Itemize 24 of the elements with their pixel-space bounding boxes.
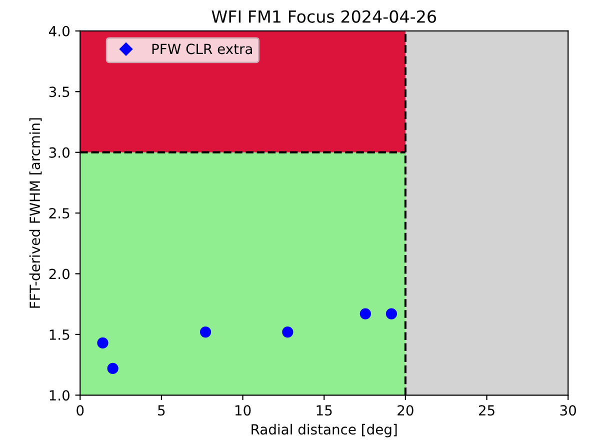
y-tick-label: 2.5 — [49, 208, 70, 219]
x-tick-label: 5 — [158, 405, 165, 416]
x-tick-label: 25 — [478, 405, 494, 416]
legend-label: PFW CLR extra — [152, 44, 252, 54]
chart-title: WFI FM1 Focus 2024-04-26 — [212, 10, 436, 23]
point — [386, 308, 398, 320]
x-tick-label: 30 — [560, 405, 576, 416]
x-tick-label: 0 — [76, 405, 84, 416]
point — [200, 326, 212, 338]
x-tick-label: 15 — [316, 405, 332, 416]
point — [97, 337, 108, 348]
y-tick-label: 4.0 — [49, 26, 70, 36]
point — [107, 362, 118, 374]
point — [360, 308, 371, 320]
y-tick-label: 1.5 — [50, 330, 70, 340]
x-tick-label: 20 — [398, 405, 414, 416]
y-tick-label: 3.5 — [49, 86, 70, 98]
y-tick-label: 1.0 — [50, 390, 70, 401]
y-tick-label: 2.0 — [49, 268, 70, 280]
point — [282, 326, 294, 338]
x-tick-label: 10 — [235, 405, 251, 416]
y-axis-title: FFT-derived FWHM [arcmin] — [29, 118, 42, 308]
x-axis-title: Radial distance [deg] — [252, 424, 397, 438]
y-tick-label: 3.0 — [49, 147, 70, 158]
